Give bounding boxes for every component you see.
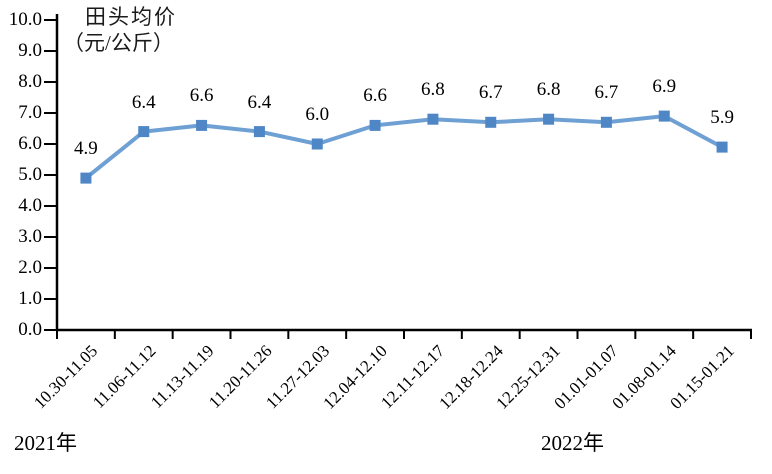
data-point-label: 5.9 — [710, 107, 734, 129]
data-point-marker — [253, 126, 265, 138]
year-label-2022: 2022年 — [541, 431, 604, 455]
data-point-marker — [600, 116, 612, 128]
data-point-label: 6.4 — [131, 91, 156, 113]
data-point-label: 6.0 — [305, 104, 330, 125]
data-point-marker — [543, 113, 555, 125]
data-point-label: 6.6 — [363, 85, 387, 107]
data-point-label: 6.6 — [189, 85, 214, 107]
data-point-marker — [485, 116, 497, 128]
data-point-label: 6.7 — [478, 82, 503, 104]
year-label-2021: 2021年 — [14, 431, 77, 455]
data-point-marker — [658, 110, 670, 122]
data-point-label: 6.9 — [652, 76, 677, 98]
data-point-label: 6.4 — [247, 91, 272, 113]
y-axis-tick-label: 5.0 — [18, 164, 42, 185]
axis-title: 田头均价 （元/公斤） — [63, 4, 177, 56]
data-point-marker — [196, 119, 208, 131]
data-point-marker — [369, 119, 381, 131]
y-axis-tick-label: 1.0 — [18, 288, 42, 309]
data-point-marker — [311, 138, 323, 150]
data-point-marker — [427, 113, 439, 125]
y-axis-tick-label: 10.0 — [8, 9, 42, 30]
axis-title-line2: （元/公斤） — [63, 31, 174, 55]
y-axis-tick-label: 4.0 — [18, 195, 42, 216]
y-axis-tick-label: 7.0 — [18, 102, 42, 123]
data-point-marker — [138, 126, 150, 138]
data-point-label: 4.9 — [74, 138, 98, 160]
data-point-marker — [80, 172, 92, 184]
y-axis-tick-label: 0.0 — [18, 319, 42, 340]
series-line — [83, 114, 725, 181]
axis-title-line1: 田头均价 — [85, 5, 177, 29]
y-axis-tick-label: 3.0 — [18, 226, 42, 247]
y-axis-tick-label: 6.0 — [18, 133, 42, 154]
data-point-marker — [716, 141, 728, 153]
data-point-label: 6.7 — [594, 82, 619, 104]
data-point-label: 6.8 — [421, 79, 445, 101]
y-axis-tick-label: 8.0 — [18, 71, 42, 92]
y-axis-tick-label: 2.0 — [18, 257, 42, 278]
y-axis-tick-label: 9.0 — [18, 40, 42, 61]
data-point-label: 6.8 — [536, 79, 561, 101]
